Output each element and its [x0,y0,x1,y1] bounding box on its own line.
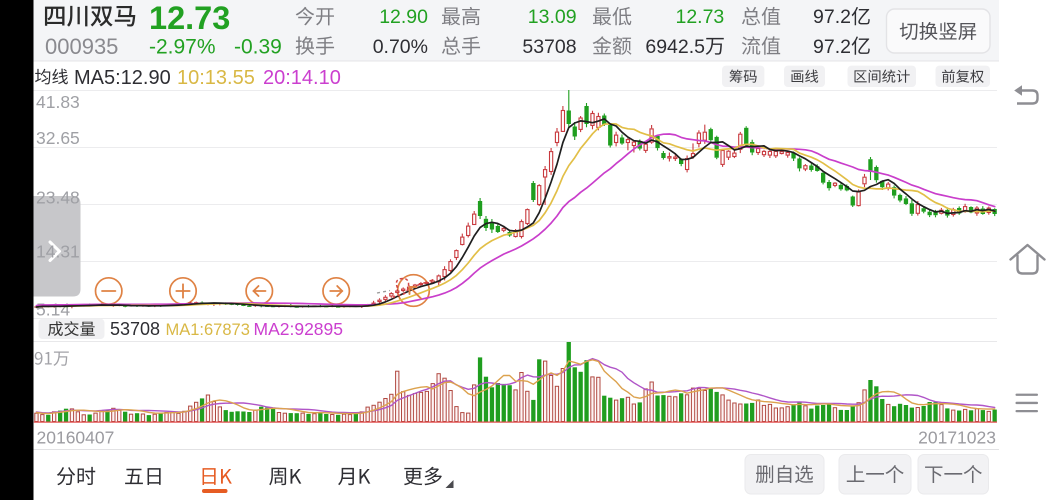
svg-text:000935: 000935 [45,34,118,59]
svg-text:12.73: 12.73 [675,6,724,28]
svg-text:32.65: 32.65 [36,128,80,148]
svg-text:5.14: 5.14 [36,299,70,319]
svg-text:12.73: 12.73 [149,0,230,36]
svg-text:20:14.10: 20:14.10 [263,67,341,89]
svg-text:-0.39: -0.39 [234,36,282,59]
svg-text:MA1:67873: MA1:67873 [166,321,250,339]
svg-text:MA5:12.90: MA5:12.90 [74,67,171,89]
svg-text:97.2: 97.2 [813,6,851,28]
svg-text:53708: 53708 [110,319,160,339]
svg-text:20160407: 20160407 [37,428,115,448]
svg-text:10:13.55: 10:13.55 [177,67,255,89]
svg-text:12.90: 12.90 [379,6,428,28]
svg-text:13.09: 13.09 [528,6,577,28]
svg-text:6942.5: 6942.5 [645,36,705,58]
svg-text:97.2: 97.2 [813,36,851,58]
svg-text:23.48: 23.48 [36,188,80,208]
svg-text:41.83: 41.83 [36,92,80,112]
svg-text:-2.97%: -2.97% [149,36,216,59]
svg-text:53708: 53708 [522,36,576,58]
svg-text:MA2:92895: MA2:92895 [254,319,344,339]
svg-text:14.31: 14.31 [36,242,80,262]
svg-text:0.70%: 0.70% [373,36,428,58]
svg-text:20171023: 20171023 [918,428,996,448]
